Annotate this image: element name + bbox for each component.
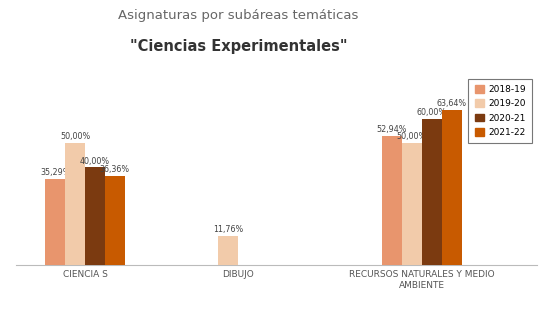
Text: "Ciencias Experimentales": "Ciencias Experimentales" <box>130 39 347 54</box>
Bar <box>402 143 422 265</box>
Text: 60,00%: 60,00% <box>417 108 447 117</box>
Text: 50,00%: 50,00% <box>397 132 427 141</box>
Legend: 2018-19, 2019-20, 2020-21, 2021-22: 2018-19, 2019-20, 2020-21, 2021-22 <box>468 78 532 144</box>
Bar <box>46 179 65 265</box>
Bar <box>105 176 125 265</box>
Bar <box>218 236 238 265</box>
Text: 63,64%: 63,64% <box>437 99 467 108</box>
Bar <box>65 143 85 265</box>
Text: 50,00%: 50,00% <box>60 132 91 141</box>
Text: 36,36%: 36,36% <box>100 165 130 174</box>
Text: 52,94%: 52,94% <box>377 125 407 134</box>
Text: Asignaturas por subáreas temáticas: Asignaturas por subáreas temáticas <box>118 9 359 22</box>
Bar <box>85 167 105 265</box>
Bar <box>382 136 402 265</box>
Bar <box>422 119 442 265</box>
Text: 40,00%: 40,00% <box>80 157 110 166</box>
Text: 11,76%: 11,76% <box>213 225 243 234</box>
Bar <box>442 110 462 265</box>
Text: 35,29%: 35,29% <box>40 168 70 177</box>
